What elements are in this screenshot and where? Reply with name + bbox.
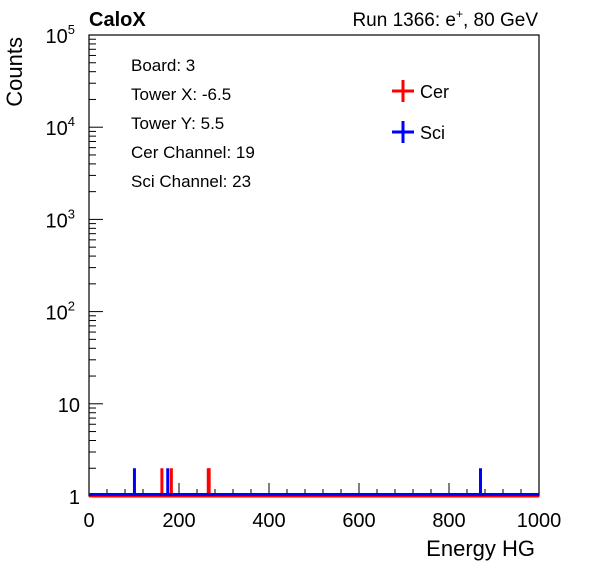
- info-line-sci-channel: Sci Channel: 23: [131, 172, 251, 191]
- legend: Cer Sci: [392, 80, 449, 143]
- x-tick-label: 400: [252, 510, 285, 532]
- y-tick-label: 102: [46, 299, 75, 325]
- y-tick-label-base: 1: [69, 487, 80, 509]
- x-tick-label: 0: [83, 510, 94, 532]
- run-label-suffix: , 80 GeV: [463, 10, 538, 31]
- y-tick-label-base: 10: [58, 395, 80, 417]
- y-tick-label: 104: [46, 114, 75, 140]
- info-box: Board: 3 Tower X: -6.5 Tower Y: 5.5 Cer …: [131, 56, 255, 191]
- y-tick-label: 10: [58, 395, 80, 417]
- plot-frame: [88, 34, 540, 497]
- y-tick-label-base: 10: [46, 303, 68, 325]
- y-tick-label-exponent: 2: [68, 299, 75, 314]
- x-tick-label: 200: [162, 510, 195, 532]
- info-line-tower-x: Tower X: -6.5: [131, 85, 231, 104]
- y-tick-label-base: 10: [46, 210, 68, 232]
- x-tick-label: 800: [432, 510, 465, 532]
- x-tick-label: 600: [342, 510, 375, 532]
- y-tick-label-base: 10: [46, 26, 68, 48]
- y-axis-title: Counts: [2, 37, 27, 107]
- run-label: Run 1366: e+, 80 GeV: [352, 7, 538, 31]
- run-label-main: Run 1366: e: [352, 10, 456, 31]
- legend-entry-sci: Sci: [392, 121, 445, 143]
- info-line-tower-y: Tower Y: 5.5: [131, 114, 224, 133]
- legend-label-cer: Cer: [420, 82, 449, 102]
- legend-label-sci: Sci: [420, 123, 445, 143]
- info-line-board: Board: 3: [131, 56, 195, 75]
- x-axis: 0 200 400 600 800 1000: [83, 483, 561, 532]
- legend-entry-cer: Cer: [392, 80, 449, 102]
- y-tick-label-base: 10: [46, 118, 68, 140]
- series-layer: [89, 468, 539, 498]
- y-tick-label: 105: [46, 22, 75, 48]
- y-tick-label: 103: [46, 206, 75, 232]
- y-tick-label: 1: [69, 487, 80, 509]
- info-line-cer-channel: Cer Channel: 19: [131, 143, 255, 162]
- x-tick-label: 1000: [517, 510, 562, 532]
- x-axis-title: Energy HG: [426, 536, 535, 561]
- y-tick-label-exponent: 3: [68, 206, 75, 221]
- y-tick-label-exponent: 5: [68, 22, 75, 37]
- run-label-superscript: +: [456, 7, 463, 21]
- y-tick-label-exponent: 4: [68, 114, 75, 129]
- brand-label: CaloX: [89, 9, 146, 31]
